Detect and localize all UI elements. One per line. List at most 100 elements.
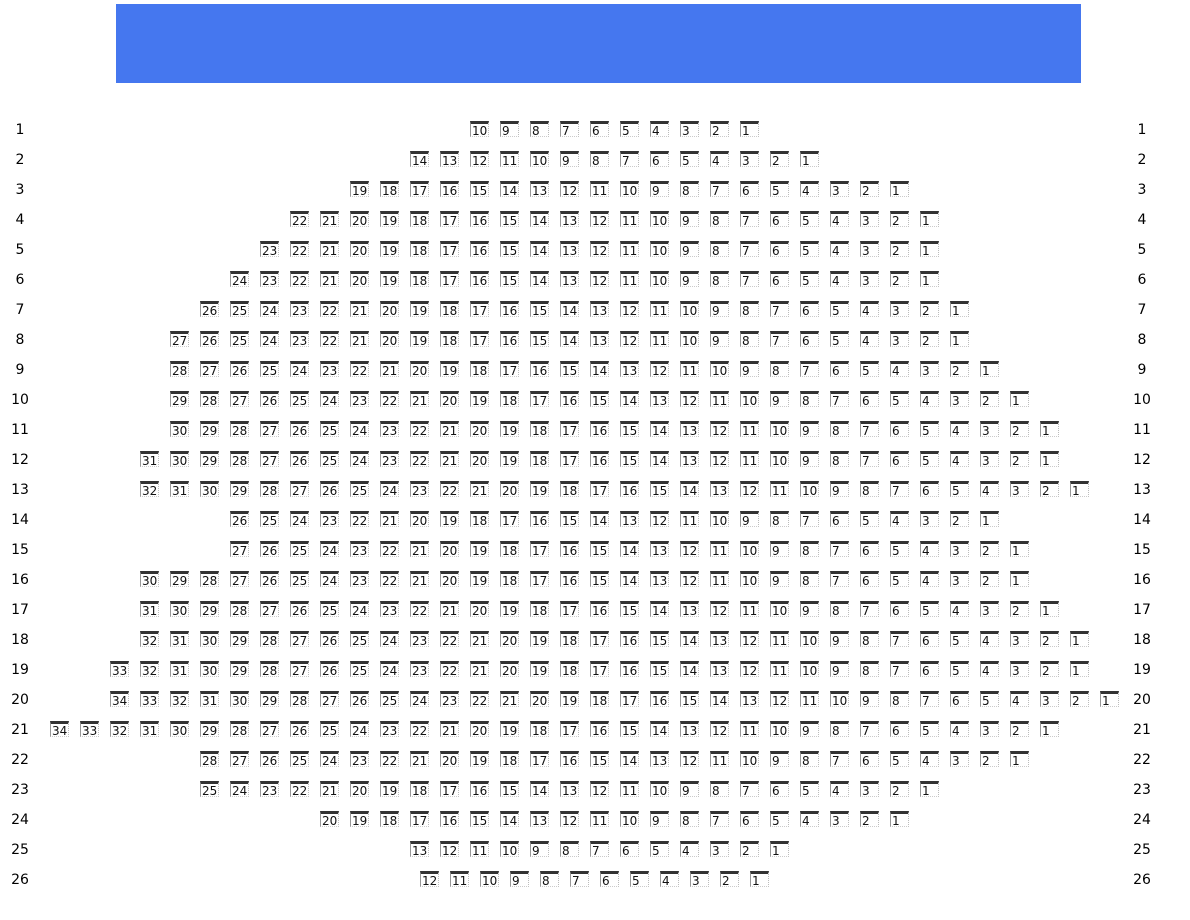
seat[interactable]: 4 xyxy=(860,331,879,348)
seat[interactable]: 20 xyxy=(440,751,459,768)
seat[interactable]: 16 xyxy=(470,271,489,288)
seat[interactable]: 1 xyxy=(1010,391,1029,408)
seat[interactable]: 26 xyxy=(200,301,219,318)
seat[interactable]: 4 xyxy=(680,841,699,858)
seat[interactable]: 27 xyxy=(290,481,309,498)
seat[interactable]: 7 xyxy=(890,481,909,498)
seat[interactable]: 11 xyxy=(470,841,489,858)
seat[interactable]: 6 xyxy=(800,331,819,348)
seat[interactable]: 25 xyxy=(200,781,219,798)
seat[interactable]: 22 xyxy=(440,481,459,498)
seat[interactable]: 19 xyxy=(500,451,519,468)
seat[interactable]: 21 xyxy=(470,661,489,678)
seat[interactable]: 24 xyxy=(290,511,309,528)
seat[interactable]: 27 xyxy=(170,331,189,348)
seat[interactable]: 16 xyxy=(620,661,639,678)
seat[interactable]: 3 xyxy=(890,331,909,348)
seat[interactable]: 25 xyxy=(320,421,339,438)
seat[interactable]: 24 xyxy=(230,781,249,798)
seat[interactable]: 24 xyxy=(380,661,399,678)
seat[interactable]: 6 xyxy=(950,691,969,708)
seat[interactable]: 9 xyxy=(830,481,849,498)
seat[interactable]: 19 xyxy=(470,571,489,588)
seat[interactable]: 6 xyxy=(740,181,759,198)
seat[interactable]: 17 xyxy=(530,541,549,558)
seat[interactable]: 7 xyxy=(890,631,909,648)
seat[interactable]: 24 xyxy=(320,571,339,588)
seat[interactable]: 17 xyxy=(440,241,459,258)
seat[interactable]: 6 xyxy=(890,421,909,438)
seat[interactable]: 16 xyxy=(590,451,609,468)
seat[interactable]: 12 xyxy=(420,871,439,888)
seat[interactable]: 13 xyxy=(560,241,579,258)
seat[interactable]: 7 xyxy=(800,361,819,378)
seat[interactable]: 16 xyxy=(560,751,579,768)
seat[interactable]: 24 xyxy=(320,541,339,558)
seat[interactable]: 19 xyxy=(350,181,369,198)
seat[interactable]: 13 xyxy=(710,631,729,648)
seat[interactable]: 30 xyxy=(170,601,189,618)
seat[interactable]: 18 xyxy=(560,661,579,678)
seat[interactable]: 8 xyxy=(830,451,849,468)
seat[interactable]: 21 xyxy=(410,541,429,558)
seat[interactable]: 15 xyxy=(680,691,699,708)
seat[interactable]: 9 xyxy=(800,421,819,438)
seat[interactable]: 23 xyxy=(410,661,429,678)
seat[interactable]: 23 xyxy=(260,241,279,258)
seat[interactable]: 7 xyxy=(860,451,879,468)
seat[interactable]: 22 xyxy=(410,601,429,618)
seat[interactable]: 30 xyxy=(170,721,189,738)
seat[interactable]: 22 xyxy=(380,391,399,408)
seat[interactable]: 16 xyxy=(470,781,489,798)
seat[interactable]: 20 xyxy=(470,421,489,438)
seat[interactable]: 21 xyxy=(350,331,369,348)
seat[interactable]: 22 xyxy=(380,571,399,588)
seat[interactable]: 5 xyxy=(890,571,909,588)
seat[interactable]: 9 xyxy=(770,571,789,588)
seat[interactable]: 13 xyxy=(680,421,699,438)
seat[interactable]: 7 xyxy=(590,841,609,858)
seat[interactable]: 18 xyxy=(470,511,489,528)
seat[interactable]: 10 xyxy=(740,751,759,768)
seat[interactable]: 3 xyxy=(860,781,879,798)
seat[interactable]: 6 xyxy=(800,301,819,318)
seat[interactable]: 8 xyxy=(680,811,699,828)
seat[interactable]: 9 xyxy=(830,661,849,678)
seat[interactable]: 1 xyxy=(1040,601,1059,618)
seat[interactable]: 8 xyxy=(800,751,819,768)
seat[interactable]: 31 xyxy=(140,451,159,468)
seat[interactable]: 3 xyxy=(920,361,939,378)
seat[interactable]: 11 xyxy=(800,691,819,708)
seat[interactable]: 11 xyxy=(500,151,519,168)
seat[interactable]: 9 xyxy=(860,691,879,708)
seat[interactable]: 15 xyxy=(560,511,579,528)
seat[interactable]: 6 xyxy=(860,391,879,408)
seat[interactable]: 18 xyxy=(470,361,489,378)
seat[interactable]: 7 xyxy=(740,271,759,288)
seat[interactable]: 19 xyxy=(380,241,399,258)
seat[interactable]: 24 xyxy=(350,721,369,738)
seat[interactable]: 5 xyxy=(860,361,879,378)
seat[interactable]: 9 xyxy=(560,151,579,168)
seat[interactable]: 16 xyxy=(470,211,489,228)
seat[interactable]: 16 xyxy=(500,331,519,348)
seat[interactable]: 4 xyxy=(830,271,849,288)
seat[interactable]: 18 xyxy=(440,331,459,348)
seat[interactable]: 6 xyxy=(770,271,789,288)
seat[interactable]: 10 xyxy=(710,361,729,378)
seat[interactable]: 29 xyxy=(230,631,249,648)
seat[interactable]: 2 xyxy=(770,151,789,168)
seat[interactable]: 22 xyxy=(410,421,429,438)
seat[interactable]: 18 xyxy=(530,721,549,738)
seat[interactable]: 2 xyxy=(980,391,999,408)
seat[interactable]: 29 xyxy=(170,391,189,408)
seat[interactable]: 14 xyxy=(530,211,549,228)
seat[interactable]: 2 xyxy=(860,811,879,828)
seat[interactable]: 2 xyxy=(860,181,879,198)
seat[interactable]: 17 xyxy=(410,181,429,198)
seat[interactable]: 12 xyxy=(470,151,489,168)
seat[interactable]: 12 xyxy=(680,571,699,588)
seat[interactable]: 13 xyxy=(650,571,669,588)
seat[interactable]: 16 xyxy=(590,721,609,738)
seat[interactable]: 1 xyxy=(980,511,999,528)
